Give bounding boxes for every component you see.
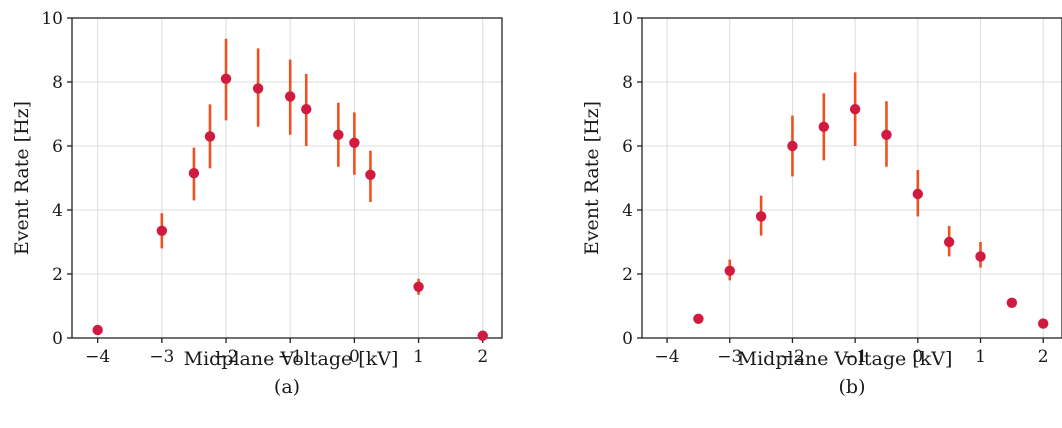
data-point <box>477 330 488 341</box>
data-point <box>818 121 829 132</box>
grid <box>642 17 1062 339</box>
data-point <box>349 137 360 148</box>
data-point <box>413 281 424 292</box>
data-point <box>252 83 264 94</box>
y-axis-label: Event Rate [Hz] <box>11 101 33 255</box>
y-tick-label: 10 <box>41 9 63 29</box>
x-tick-label: −4 <box>655 347 680 367</box>
panel-caption: (a) <box>274 376 300 398</box>
grid <box>72 17 502 339</box>
data-point <box>301 104 312 115</box>
x-tick-label: 0 <box>349 347 360 367</box>
panel-caption: (b) <box>839 376 866 398</box>
plot-frame <box>641 17 1062 339</box>
x-tick-label: 1 <box>413 347 424 367</box>
data-point <box>912 188 924 200</box>
x-tick-label: 2 <box>477 347 488 367</box>
y-tick-label: 4 <box>622 201 633 221</box>
x-tick-label: −4 <box>85 347 110 367</box>
x-tick-label: 2 <box>1038 347 1049 367</box>
data-point <box>204 131 216 142</box>
chart-panel-a: −4 −3 −2 −1 0 1 2 0 2 4 6 8 10 Midplane Voltage [kV] E… <box>11 9 503 398</box>
x-axis-label: Midplane Voltage [kV] <box>184 348 399 370</box>
data-point <box>285 91 296 102</box>
y-tick-label: 6 <box>622 137 633 157</box>
x-tick-label: −1 <box>843 347 868 367</box>
data-point <box>787 140 798 152</box>
x-tick-label: −3 <box>149 347 174 367</box>
data-point <box>156 225 168 236</box>
x-tick-label: −2 <box>780 347 805 367</box>
x-tick-label: −2 <box>213 347 238 367</box>
x-axis-label: Midplane Voltage [kV] <box>738 348 953 370</box>
data-point <box>92 324 103 336</box>
data-point <box>333 129 344 140</box>
data-point <box>755 211 767 222</box>
data-point <box>1006 297 1018 308</box>
data-point <box>881 129 892 140</box>
data-point <box>724 265 735 276</box>
x-tick-label: −3 <box>717 347 742 367</box>
y-tick-label: 10 <box>611 9 633 29</box>
y-tick-label: 4 <box>52 201 63 221</box>
data-point <box>1037 318 1049 329</box>
y-tick-label: 8 <box>52 73 63 93</box>
plot-frame <box>71 17 503 339</box>
x-tick-label: 0 <box>912 347 923 367</box>
data-point <box>975 251 986 262</box>
y-tick-label: 8 <box>622 73 633 93</box>
y-tick-label: 2 <box>52 265 63 285</box>
x-tick-label: −1 <box>278 347 303 367</box>
y-tick-label: 6 <box>52 137 63 157</box>
y-tick-label: 0 <box>622 329 633 349</box>
data-point <box>365 169 376 180</box>
chart-panel-b: −4 −3 −2 −1 0 1 2 0 2 4 6 8 10 Midplane Voltage [kV] E… <box>581 9 1062 398</box>
data-point <box>220 73 232 85</box>
data-point <box>849 104 861 115</box>
data-point <box>188 168 200 179</box>
data-point <box>693 313 704 324</box>
x-tick-label: 1 <box>975 347 986 367</box>
data-point <box>943 236 955 248</box>
y-tick-label: 0 <box>52 329 63 349</box>
y-axis-label: Event Rate [Hz] <box>581 101 603 255</box>
y-tick-label: 2 <box>622 265 633 285</box>
